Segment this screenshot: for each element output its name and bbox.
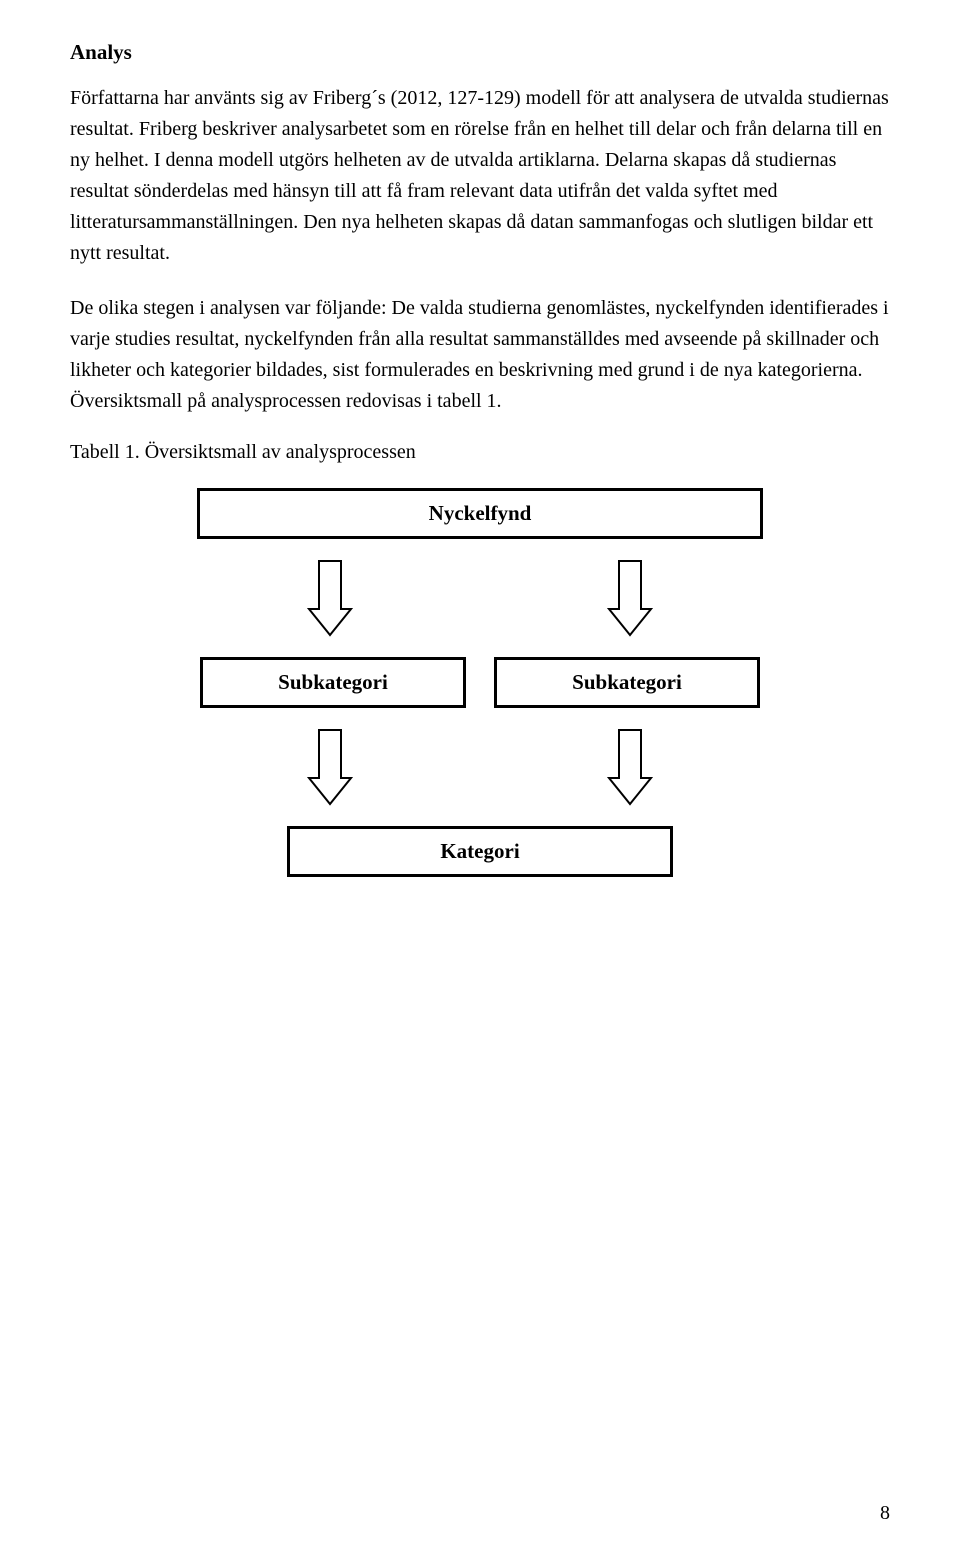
- flowchart-node-top: Nyckelfynd: [197, 488, 763, 539]
- flowchart-node-right: Subkategori: [494, 657, 760, 708]
- down-arrow-icon: [307, 559, 353, 637]
- arrow-row-1: [200, 559, 760, 637]
- flowchart-node-bottom: Kategori: [287, 826, 673, 877]
- page: Analys Författarna har använts sig av Fr…: [0, 0, 960, 1555]
- flowchart-row-middle: Subkategori Subkategori: [200, 657, 760, 708]
- table-caption: Tabell 1. Översiktsmall av analysprocess…: [70, 441, 890, 464]
- down-arrow-icon: [607, 559, 653, 637]
- arrow-slot-left-2: [200, 728, 460, 806]
- down-arrow-icon: [307, 728, 353, 806]
- flowchart: Nyckelfynd Subkategori Subkategori: [70, 488, 890, 877]
- arrow-slot-right: [500, 559, 760, 637]
- paragraph-2: De olika stegen i analysen var följande:…: [70, 293, 890, 417]
- arrow-slot-right-2: [500, 728, 760, 806]
- paragraph-1: Författarna har använts sig av Friberg´s…: [70, 83, 890, 269]
- down-arrow-icon: [607, 728, 653, 806]
- arrow-slot-left: [200, 559, 460, 637]
- page-number: 8: [880, 1502, 890, 1525]
- arrow-row-2: [200, 728, 760, 806]
- flowchart-node-left: Subkategori: [200, 657, 466, 708]
- section-heading: Analys: [70, 40, 890, 65]
